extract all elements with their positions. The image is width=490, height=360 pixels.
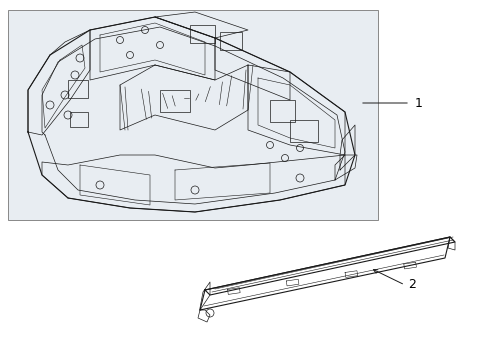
Bar bbox=[160, 90, 190, 112]
Bar bbox=[220, 32, 242, 50]
Bar bbox=[70, 112, 88, 127]
Bar bbox=[190, 25, 215, 43]
Bar bbox=[290, 120, 318, 142]
Bar bbox=[8, 10, 378, 220]
Bar bbox=[68, 80, 88, 98]
Text: 1: 1 bbox=[415, 96, 423, 109]
Bar bbox=[270, 100, 295, 122]
Text: 2: 2 bbox=[408, 279, 416, 292]
